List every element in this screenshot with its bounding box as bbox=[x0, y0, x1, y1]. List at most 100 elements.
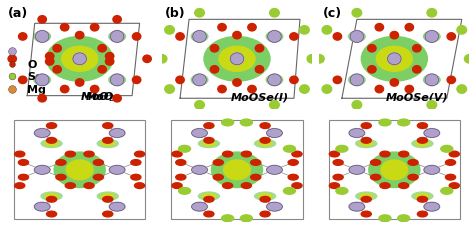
Circle shape bbox=[204, 211, 214, 217]
Circle shape bbox=[135, 152, 145, 157]
Ellipse shape bbox=[191, 31, 209, 43]
Circle shape bbox=[361, 138, 371, 143]
Circle shape bbox=[375, 25, 383, 32]
Circle shape bbox=[223, 152, 233, 157]
Circle shape bbox=[288, 175, 298, 180]
Circle shape bbox=[322, 86, 332, 94]
Circle shape bbox=[333, 175, 343, 180]
Circle shape bbox=[260, 138, 270, 143]
Circle shape bbox=[379, 215, 391, 222]
Circle shape bbox=[446, 175, 456, 180]
Circle shape bbox=[352, 10, 362, 18]
Circle shape bbox=[176, 160, 186, 165]
Circle shape bbox=[380, 183, 390, 189]
Circle shape bbox=[91, 25, 99, 32]
Circle shape bbox=[103, 211, 113, 217]
Circle shape bbox=[222, 215, 234, 222]
Circle shape bbox=[36, 75, 49, 86]
Circle shape bbox=[333, 34, 342, 41]
Circle shape bbox=[368, 45, 376, 53]
Circle shape bbox=[46, 59, 54, 66]
Circle shape bbox=[213, 160, 223, 165]
Circle shape bbox=[222, 120, 234, 126]
Ellipse shape bbox=[368, 152, 420, 188]
Circle shape bbox=[73, 54, 86, 65]
Circle shape bbox=[241, 183, 251, 189]
Ellipse shape bbox=[100, 193, 115, 199]
Text: O: O bbox=[27, 59, 36, 69]
Circle shape bbox=[290, 77, 298, 84]
Circle shape bbox=[260, 197, 270, 202]
Circle shape bbox=[18, 34, 27, 41]
Circle shape bbox=[447, 77, 456, 84]
Circle shape bbox=[449, 152, 459, 157]
Ellipse shape bbox=[44, 193, 59, 199]
Ellipse shape bbox=[223, 160, 251, 180]
Ellipse shape bbox=[348, 31, 366, 43]
Circle shape bbox=[300, 27, 309, 35]
Ellipse shape bbox=[211, 152, 263, 188]
Circle shape bbox=[195, 10, 204, 18]
Circle shape bbox=[418, 197, 428, 202]
Circle shape bbox=[413, 66, 421, 74]
Circle shape bbox=[292, 152, 302, 157]
Circle shape bbox=[34, 202, 50, 211]
Circle shape bbox=[260, 123, 270, 129]
Ellipse shape bbox=[257, 141, 273, 147]
Circle shape bbox=[399, 183, 409, 189]
Circle shape bbox=[307, 55, 317, 64]
Circle shape bbox=[398, 215, 410, 222]
Circle shape bbox=[447, 34, 456, 41]
Circle shape bbox=[193, 75, 206, 86]
Circle shape bbox=[213, 175, 223, 180]
Circle shape bbox=[34, 129, 50, 138]
Circle shape bbox=[371, 160, 381, 165]
Ellipse shape bbox=[33, 75, 51, 86]
Circle shape bbox=[446, 160, 456, 165]
Circle shape bbox=[361, 123, 371, 129]
Circle shape bbox=[56, 175, 66, 180]
Circle shape bbox=[270, 101, 279, 110]
Circle shape bbox=[172, 152, 182, 157]
Ellipse shape bbox=[359, 193, 374, 199]
Circle shape bbox=[172, 183, 182, 189]
Circle shape bbox=[424, 166, 440, 175]
Circle shape bbox=[266, 166, 283, 175]
Ellipse shape bbox=[423, 31, 441, 43]
Circle shape bbox=[179, 188, 191, 194]
Ellipse shape bbox=[265, 31, 283, 43]
Ellipse shape bbox=[201, 141, 217, 147]
Circle shape bbox=[176, 34, 184, 41]
Circle shape bbox=[105, 59, 114, 66]
Circle shape bbox=[131, 160, 141, 165]
Ellipse shape bbox=[218, 47, 256, 73]
Circle shape bbox=[413, 45, 421, 53]
Circle shape bbox=[418, 138, 428, 143]
Circle shape bbox=[368, 66, 376, 74]
Circle shape bbox=[109, 166, 125, 175]
Circle shape bbox=[300, 86, 309, 94]
Circle shape bbox=[418, 211, 428, 217]
Ellipse shape bbox=[411, 192, 434, 201]
Circle shape bbox=[18, 160, 28, 165]
Ellipse shape bbox=[44, 141, 59, 147]
Circle shape bbox=[176, 175, 186, 180]
Ellipse shape bbox=[423, 75, 441, 86]
Circle shape bbox=[292, 183, 302, 189]
Circle shape bbox=[75, 79, 84, 87]
Circle shape bbox=[233, 79, 241, 87]
Ellipse shape bbox=[203, 37, 271, 82]
Circle shape bbox=[84, 152, 94, 157]
Circle shape bbox=[46, 138, 56, 143]
Circle shape bbox=[388, 54, 401, 65]
Text: Se: Se bbox=[27, 72, 43, 82]
Circle shape bbox=[165, 86, 174, 94]
Circle shape bbox=[255, 66, 264, 74]
Ellipse shape bbox=[348, 75, 366, 86]
Circle shape bbox=[131, 175, 141, 180]
Circle shape bbox=[251, 160, 261, 165]
Circle shape bbox=[176, 77, 184, 84]
Circle shape bbox=[375, 86, 383, 93]
Circle shape bbox=[405, 86, 413, 93]
Circle shape bbox=[46, 197, 56, 202]
